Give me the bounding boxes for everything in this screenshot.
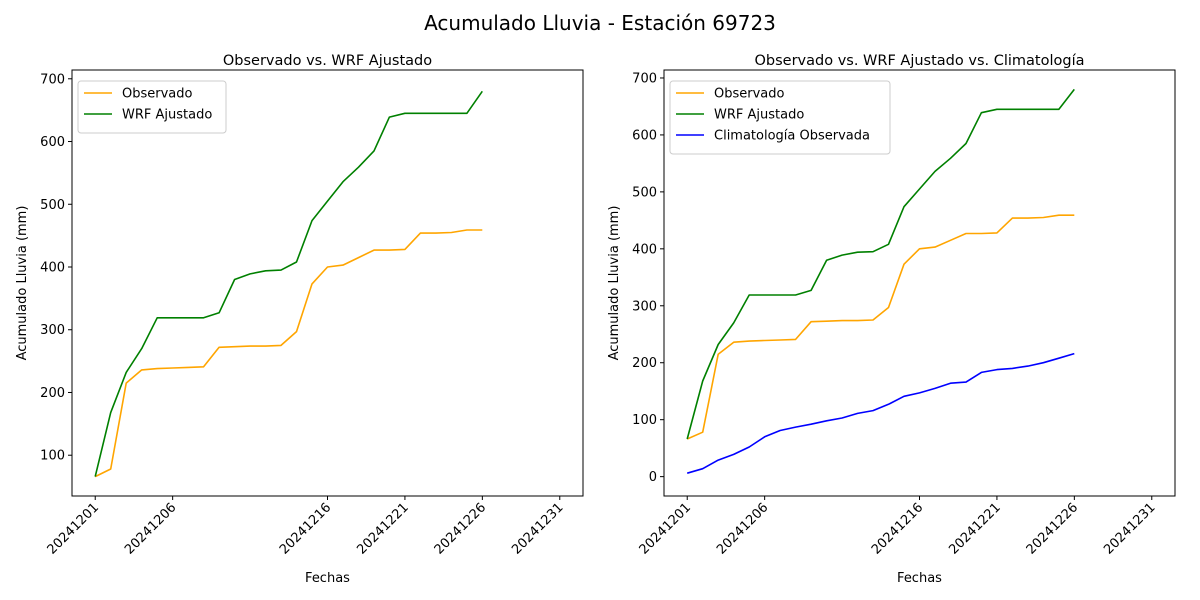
series-line-wrf-ajustado (686, 88, 1075, 440)
y-tick-label: 400 (632, 242, 657, 257)
chart-left: Observado vs. WRF Ajustado 100 200 300 400 50… (15, 53, 584, 586)
y-tick-label: 500 (632, 185, 657, 200)
legend-label: Climatología Observada (714, 129, 870, 144)
x-tick-label: 20241206 (122, 500, 179, 557)
x-axis-label: Fechas (305, 571, 350, 586)
x-axis-label: Fechas (897, 571, 942, 586)
x-tick-label: 20241216 (277, 500, 334, 557)
x-tick-label: 20241201 (45, 500, 102, 557)
y-tick-label: 200 (40, 386, 65, 401)
y-tick-label: 100 (632, 413, 657, 428)
plot-frame (71, 69, 584, 497)
y-tick-label: 500 (40, 198, 65, 213)
y-tick-label: 0 (649, 470, 657, 485)
series-line-observado (686, 214, 1075, 440)
y-tick-label: 700 (40, 72, 65, 87)
y-tick-label: 700 (632, 71, 657, 86)
y-tick-label: 400 (40, 261, 65, 276)
x-tick-label: 20241201 (637, 500, 694, 557)
x-tick-label: 20241231 (1101, 500, 1158, 557)
x-tick-label: 20241231 (509, 500, 566, 557)
legend-label: Observado (714, 87, 785, 102)
chart-right: Observado vs. WRF Ajustado vs. Climatolo… (607, 53, 1176, 586)
chart-title: Observado vs. WRF Ajustado (223, 53, 432, 69)
series-line-wrf-ajustado (94, 90, 483, 477)
legend-box (77, 80, 227, 134)
legend-label: WRF Ajustado (122, 108, 212, 123)
y-tick-label: 300 (632, 299, 657, 314)
x-tick-label: 20241221 (354, 500, 411, 557)
x-tick-label: 20241216 (869, 500, 926, 557)
series-line-observado (94, 229, 483, 478)
legend-box (669, 80, 891, 155)
y-tick-label: 200 (632, 356, 657, 371)
y-tick-label: 600 (632, 128, 657, 143)
y-axis-label: Acumulado Lluvia (mm) (607, 206, 622, 361)
legend-label: WRF Ajustado (714, 108, 804, 123)
x-tick-label: 20241221 (946, 500, 1003, 557)
y-tick-label: 100 (40, 449, 65, 464)
y-axis-label: Acumulado Lluvia (mm) (15, 206, 30, 361)
x-tick-label: 20241226 (432, 500, 489, 557)
x-tick-label: 20241206 (714, 500, 771, 557)
legend-label: Observado (122, 87, 193, 102)
chart-title: Observado vs. WRF Ajustado vs. Climatolo… (755, 53, 1085, 69)
figure-title: Acumulado Lluvia - Estación 69723 (424, 11, 776, 35)
y-tick-label: 300 (40, 323, 65, 338)
y-tick-label: 600 (40, 135, 65, 150)
x-tick-label: 20241226 (1024, 500, 1081, 557)
series-line-climatolog-a-observada (686, 352, 1075, 474)
